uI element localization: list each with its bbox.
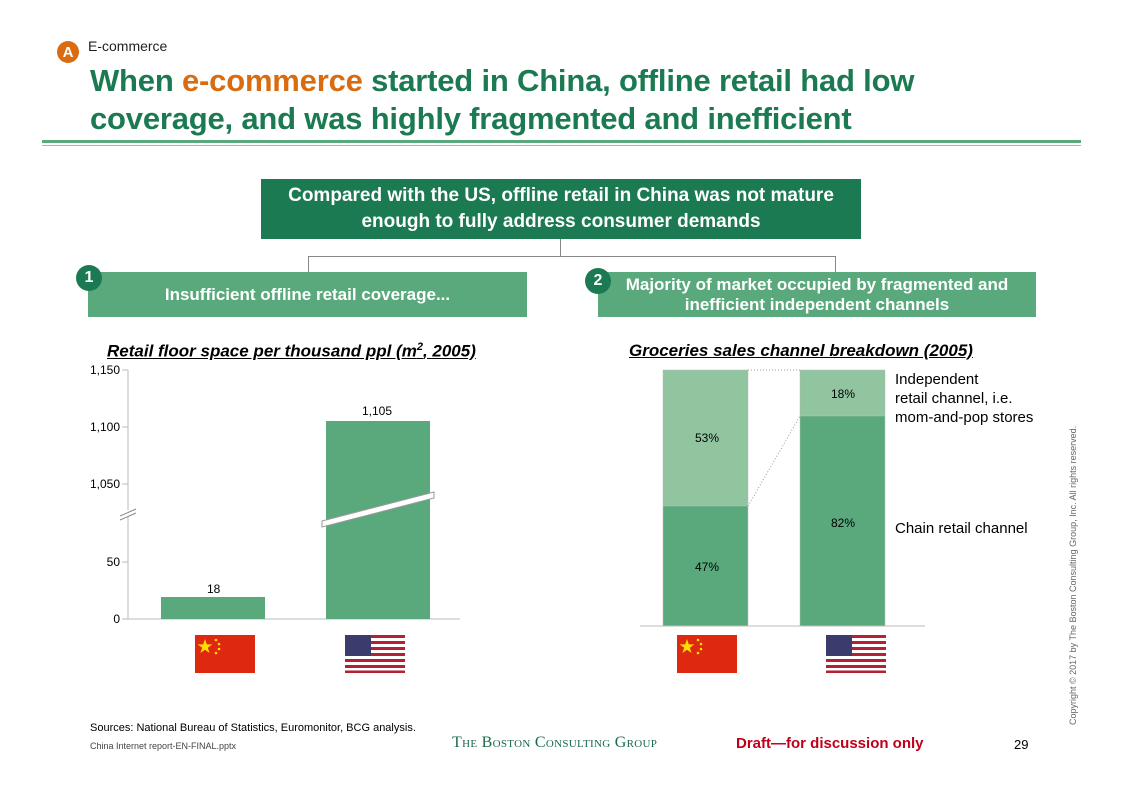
copyright-notice: Copyright © 2017 by The Boston Consultin… (1068, 425, 1078, 725)
ytick-1050: 1,050 (89, 477, 120, 491)
bar-us-chain (799, 415, 886, 627)
box-coverage-text: Insufficient offline retail coverage... (164, 284, 451, 304)
box-coverage: Insufficient offline retail coverage... (88, 272, 527, 317)
title-part1: When (90, 63, 182, 98)
legend-chain: Chain retail channel (895, 520, 1028, 537)
value-label-china: 18 (207, 582, 221, 596)
number-badge-1: 1 (76, 265, 102, 291)
label-china-independent: 53% (695, 431, 720, 445)
footer-filename: China Internet report-EN-FINAL.pptx (90, 741, 237, 751)
china-flag-icon-right (677, 635, 737, 673)
legend-independent: Independent retail channel, i.e. mom-and… (895, 370, 1033, 427)
bar-china-independent (662, 369, 749, 507)
legend-independent-line3: mom-and-pop stores (895, 409, 1034, 426)
bar-us-independent (799, 369, 886, 417)
ytick-1150: 1,150 (89, 363, 120, 377)
number-badge-2: 2 (585, 268, 611, 294)
left-bar-chart (119, 369, 460, 620)
us-flag-icon-right (826, 635, 886, 673)
label-us-independent: 18% (831, 387, 856, 401)
main-message-text: Compared with the US, offline retail in … (288, 185, 834, 232)
label-china-chain: 47% (695, 560, 720, 574)
left-chart-title-sup: 2 (416, 341, 423, 353)
us-flag-icon (345, 635, 405, 673)
title-highlight: e-commerce (182, 63, 363, 98)
right-chart-title: Groceries sales channel breakdown (2005) (629, 341, 973, 360)
label-us-chain: 82% (831, 516, 856, 530)
left-chart-title: Retail floor space per thousand ppl (m2,… (107, 341, 476, 362)
main-message-box: Compared with the US, offline retail in … (261, 179, 861, 239)
right-stacked-chart (640, 369, 925, 627)
draft-notice: Draft—for discussion only (736, 735, 924, 752)
legend-independent-line2: retail channel, i.e. (895, 390, 1013, 407)
box-fragmented-text: Majority of market occupied by fragmente… (625, 274, 1009, 314)
left-chart-title-post: , 2005) (422, 341, 476, 361)
box-fragmented: Majority of market occupied by fragmente… (598, 272, 1036, 317)
left-chart-title-pre: Retail floor space per thousand ppl (m (107, 341, 417, 361)
footer-sources: Sources: National Bureau of Statistics, … (90, 722, 416, 734)
dotted-link-mid (747, 415, 801, 507)
title-rule-thin (42, 145, 1081, 146)
bar-china (161, 597, 265, 619)
section-badge: A (57, 41, 79, 63)
value-label-us: 1,105 (362, 404, 393, 418)
section-label: E-commerce (88, 38, 168, 54)
ytick-0: 0 (113, 612, 120, 626)
page-title: When e-commerce started in China, offlin… (90, 62, 1050, 138)
title-rule (42, 140, 1081, 143)
page-number: 29 (1014, 737, 1029, 752)
connector-horizontal (308, 256, 836, 274)
ytick-50: 50 (106, 555, 120, 569)
bcg-logo-text: The Boston Consulting Group (452, 734, 658, 751)
title-part2: started in China, offline retail had low… (90, 63, 915, 136)
china-flag-icon (195, 635, 255, 673)
axis-break-us (321, 491, 435, 528)
legend-independent-line1: Independent (895, 371, 979, 388)
ytick-1100: 1,100 (89, 420, 120, 434)
connector-vertical (560, 239, 561, 256)
